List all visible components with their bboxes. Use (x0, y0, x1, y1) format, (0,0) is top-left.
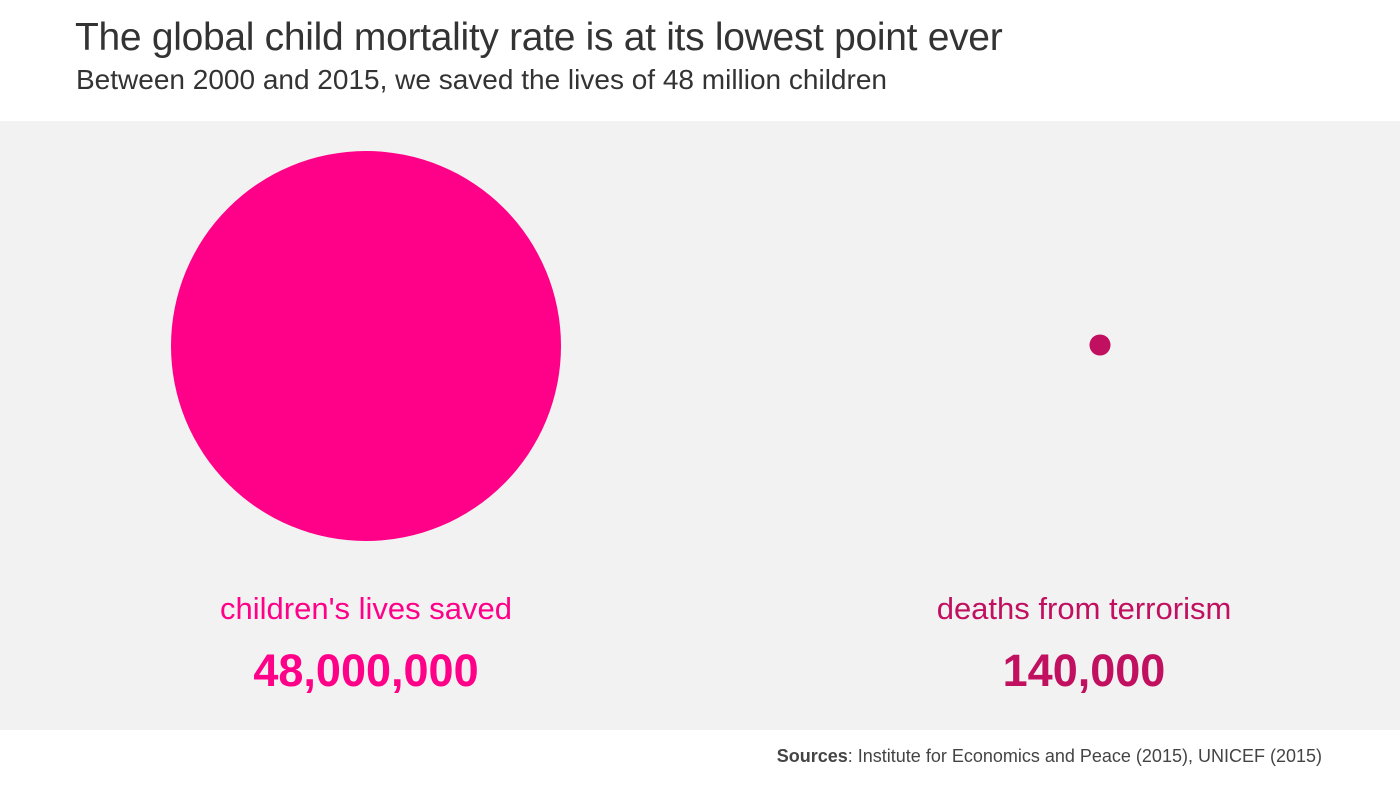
children-saved-bubble (171, 151, 561, 541)
sources-note: Sources: Institute for Economics and Pea… (777, 746, 1322, 767)
bubble-chart (171, 151, 1111, 541)
children-saved-value: 48,000,000 (253, 645, 479, 696)
terrorism-deaths-bubble (1089, 334, 1111, 356)
chart-title: The global child mortality rate is at it… (75, 16, 1003, 59)
sources-label: Sources (776, 746, 848, 766)
sources-text: : Institute for Economics and Peace (201… (847, 746, 1322, 766)
chart-subtitle: Between 2000 and 2015, we saved the live… (76, 64, 887, 95)
terrorism-deaths-value: 140,000 (1002, 645, 1166, 696)
comparison-panel: children's lives saved 48,000,000 deaths… (0, 121, 1400, 730)
terrorism-deaths-label: deaths from terrorism (936, 591, 1232, 626)
children-saved-label: children's lives saved (220, 591, 512, 626)
